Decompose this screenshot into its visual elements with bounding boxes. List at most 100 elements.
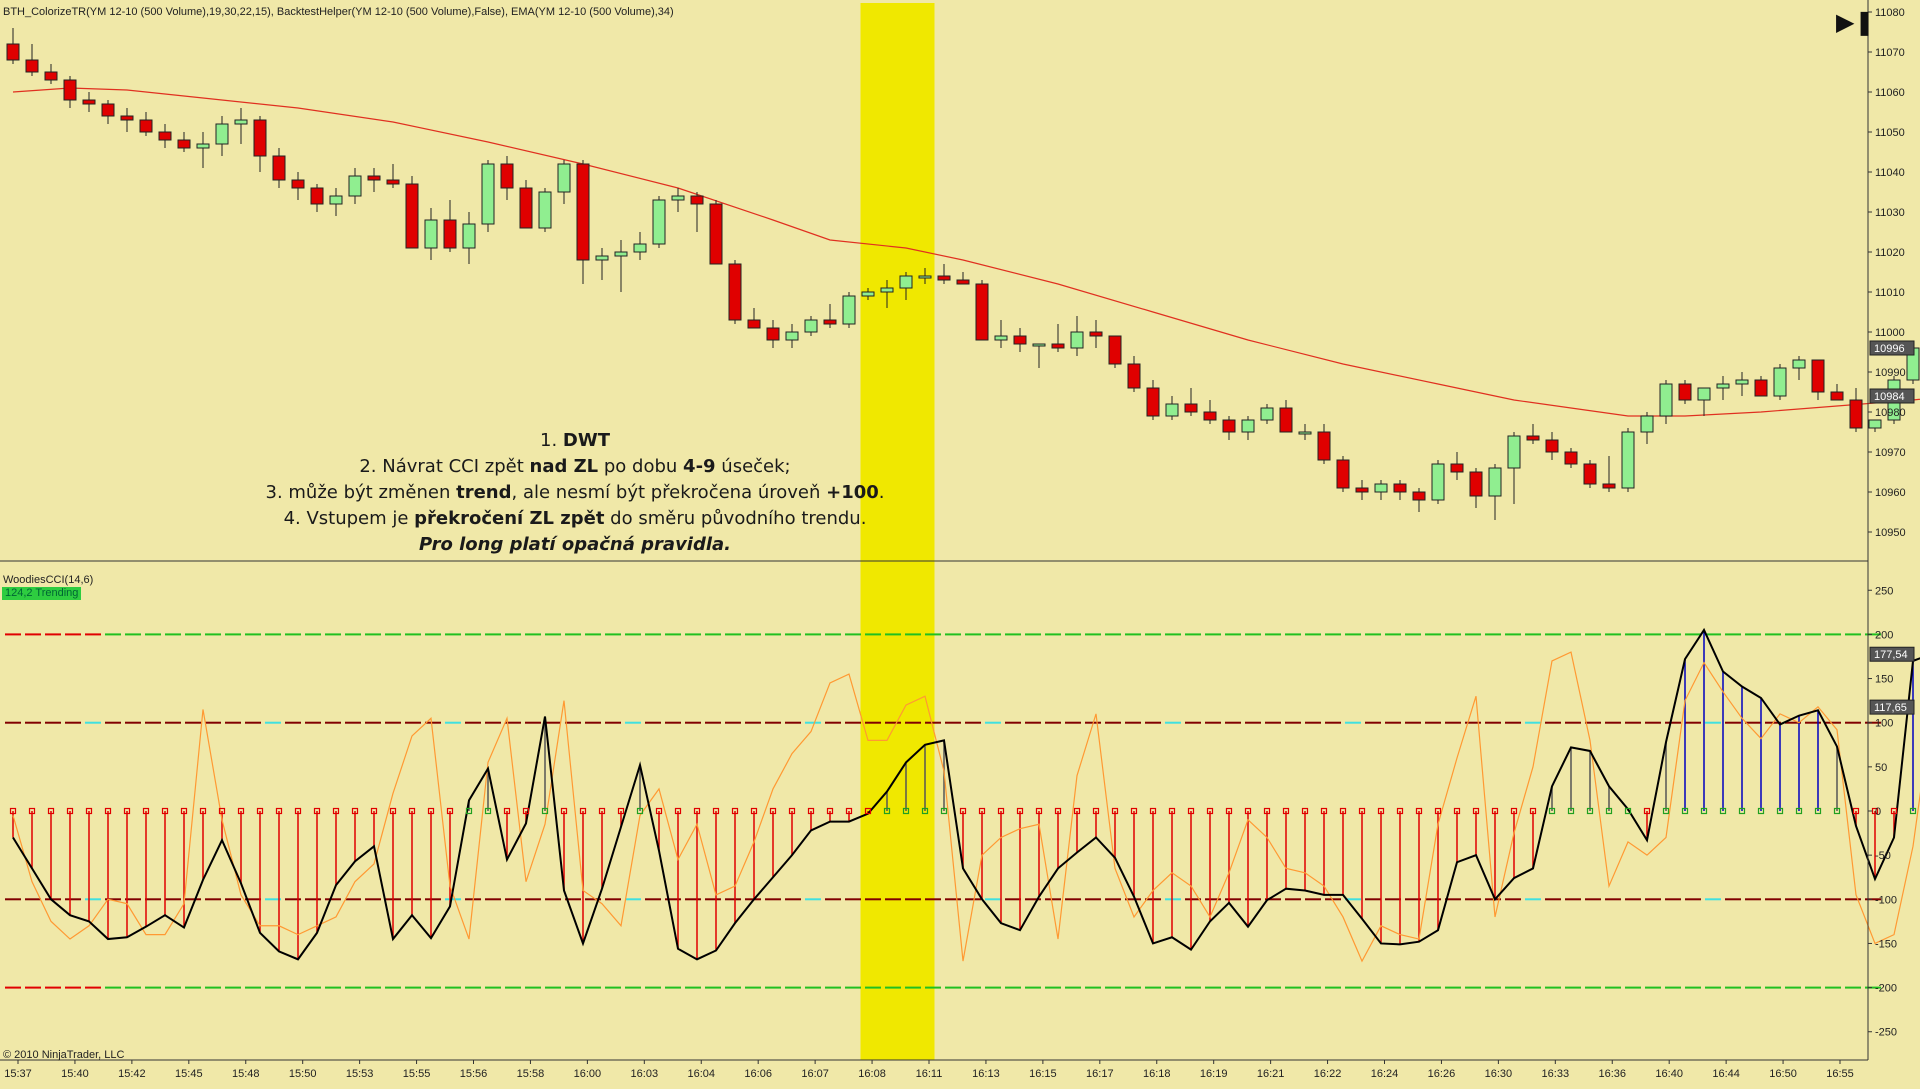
time-tick-label: 16:30: [1485, 1068, 1513, 1080]
cci-zero-marker: [123, 807, 131, 815]
time-tick-label: 16:19: [1200, 1068, 1228, 1080]
price-badge: [1869, 340, 1915, 356]
candle-bull: [1640, 415, 1654, 433]
candle-bear: [386, 179, 400, 185]
candle-bear: [1184, 403, 1198, 413]
cci-tick-label: 100: [1875, 718, 1893, 730]
candle-bull: [481, 163, 495, 225]
note-line-4: 4. Vstupem je překročení ZL zpět do směr…: [283, 508, 867, 529]
candle-bull: [918, 275, 932, 279]
time-tick-label: 15:56: [460, 1068, 488, 1080]
candle-bear: [1203, 411, 1217, 421]
candle-bear: [1564, 451, 1578, 465]
candle-bull: [880, 287, 894, 293]
time-tick-label: 15:42: [118, 1068, 146, 1080]
cci-zero-marker: [1605, 807, 1613, 815]
candle-bull: [1070, 331, 1084, 349]
cci-zero-marker: [1852, 807, 1860, 815]
time-tick-label: 16:07: [801, 1068, 829, 1080]
candle-bear: [1811, 359, 1825, 393]
candle-bear: [728, 263, 742, 321]
time-tick-label: 16:13: [972, 1068, 1000, 1080]
cci-zero-marker: [1662, 807, 1670, 815]
cci-zero-marker: [1472, 807, 1480, 815]
cci-zero-marker: [712, 807, 720, 815]
price-tick-label: 11070: [1875, 47, 1905, 59]
cci-zero-marker: [522, 807, 530, 815]
candle-bear: [139, 119, 153, 133]
candle-bull: [804, 319, 818, 333]
turbo-cci-line: [12, 651, 1920, 963]
cci-zero-marker: [1453, 807, 1461, 815]
candle-bull: [1431, 463, 1445, 501]
candle-bear: [1754, 379, 1768, 397]
cci-zero-marker: [408, 807, 416, 815]
time-tick-label: 15:55: [403, 1068, 431, 1080]
cci-zero-marker: [1567, 807, 1575, 815]
cci-zero-marker: [1263, 807, 1271, 815]
time-tick-label: 15:45: [175, 1068, 203, 1080]
cci-zero-marker: [237, 807, 245, 815]
candle-bear: [766, 327, 780, 341]
price-tick-label: 11050: [1875, 127, 1905, 139]
candle-bear: [1108, 335, 1122, 365]
candle-bull: [652, 199, 666, 245]
candle-bull: [1735, 379, 1749, 385]
time-tick-label: 16:06: [744, 1068, 772, 1080]
cci-zero-marker: [9, 807, 17, 815]
cci-tick-label: -200: [1875, 983, 1897, 995]
candle-bear: [937, 275, 951, 281]
cci-zero-marker: [1301, 807, 1309, 815]
cci-zero-marker: [1586, 807, 1594, 815]
time-tick-label: 16:08: [858, 1068, 886, 1080]
cci-zero-marker: [674, 807, 682, 815]
note-line-3: 3. může být změnen trend, ale nesmí být …: [265, 482, 885, 503]
time-tick-label: 16:55: [1826, 1068, 1854, 1080]
candle-bear: [310, 187, 324, 205]
cci-tick-label: 200: [1875, 629, 1893, 641]
candle-bull: [842, 295, 856, 325]
cci-badge: [1869, 646, 1915, 662]
candle-bull: [1697, 387, 1711, 401]
candle-bear: [975, 283, 989, 341]
cci-badge-label: 117,65: [1874, 702, 1907, 714]
candle-bear: [63, 79, 77, 101]
cci-zero-marker: [1871, 807, 1879, 815]
cci-zero-marker: [1510, 807, 1518, 815]
time-tick-label: 16:33: [1542, 1068, 1570, 1080]
ema-line: [12, 87, 1920, 417]
cci-zero-marker: [256, 807, 264, 815]
time-tick-label: 16:17: [1086, 1068, 1114, 1080]
candle-bear: [120, 115, 134, 121]
candle-bull: [1659, 383, 1673, 417]
candle-bear: [747, 319, 761, 329]
cci-zero-marker: [1244, 807, 1252, 815]
candle-bear: [1051, 343, 1065, 349]
candle-bear: [519, 187, 533, 229]
skip-to-end-icon[interactable]: ▶❚: [1836, 8, 1875, 36]
cci-zero-marker: [332, 807, 340, 815]
cci-zero-marker: [864, 807, 872, 815]
price-tick-label: 11020: [1875, 247, 1905, 259]
cci-zero-marker: [294, 807, 302, 815]
cci-zero-marker: [940, 807, 948, 815]
candle-bear: [367, 175, 381, 181]
cci-tick-label: -250: [1875, 1027, 1897, 1039]
candle-bull: [1032, 343, 1046, 347]
cci-zero-marker: [1415, 807, 1423, 815]
candle-bull: [785, 331, 799, 341]
candle-bull: [595, 255, 609, 261]
candle-bear: [1336, 459, 1350, 489]
candle-bull: [861, 291, 875, 297]
cci-zero-marker: [484, 807, 492, 815]
cci-zero-marker: [959, 807, 967, 815]
cci-zero-marker: [275, 807, 283, 815]
cci-zero-marker: [1358, 807, 1366, 815]
time-tick-label: 16:22: [1314, 1068, 1342, 1080]
time-tick-label: 16:24: [1371, 1068, 1399, 1080]
copyright: © 2010 NinjaTrader, LLC: [3, 1049, 124, 1061]
cci-zero-marker: [1434, 807, 1442, 815]
price-tick-label: 11040: [1875, 167, 1905, 179]
cci-zero-marker: [655, 807, 663, 815]
